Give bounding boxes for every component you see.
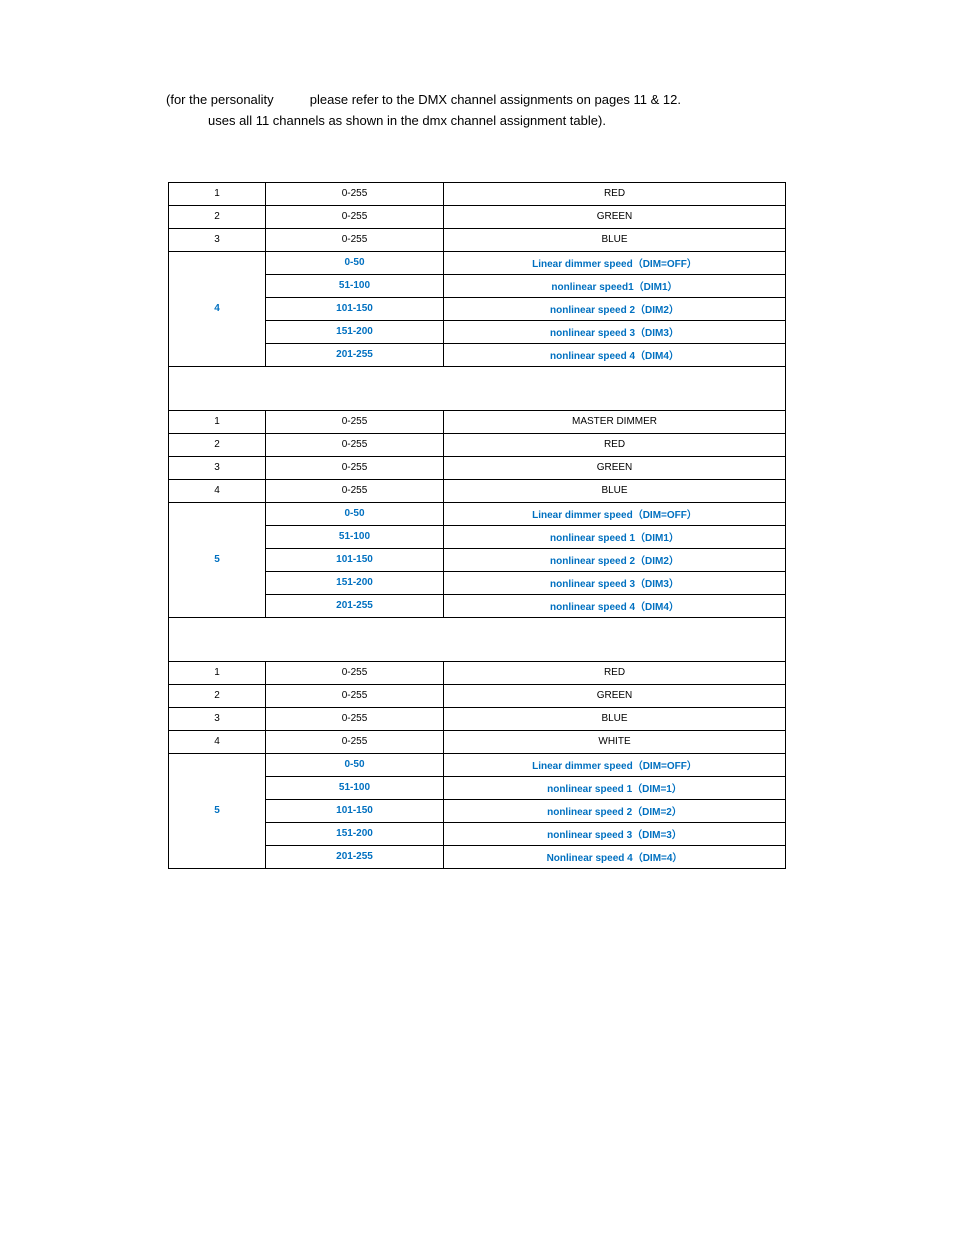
cell-channel: 3 — [169, 707, 266, 730]
cell-function: GREEN — [444, 205, 786, 228]
table-row: 20-255RED — [169, 433, 786, 456]
cell-channel: 4 — [169, 479, 266, 502]
cell-function: nonlinear speed 2（DIM=2） — [444, 799, 786, 822]
cell-value: 0-255 — [266, 730, 444, 753]
spacer-cell — [169, 366, 786, 410]
cell-function: nonlinear speed 3（DIM=3） — [444, 822, 786, 845]
cell-value: 51-100 — [266, 525, 444, 548]
table-row: 40-255BLUE — [169, 479, 786, 502]
cell-channel: 4 — [169, 730, 266, 753]
cell-value: 51-100 — [266, 274, 444, 297]
cell-function: nonlinear speed 1（DIM=1） — [444, 776, 786, 799]
table-row: 40-50Linear dimmer speed（DIM=OFF） — [169, 251, 786, 274]
spacer-cell — [169, 617, 786, 661]
cell-value: 0-50 — [266, 251, 444, 274]
cell-value: 151-200 — [266, 822, 444, 845]
cell-channel: 1 — [169, 410, 266, 433]
cell-function: MASTER DIMMER — [444, 410, 786, 433]
cell-function: RED — [444, 433, 786, 456]
table-row: 20-255GREEN — [169, 205, 786, 228]
cell-function: nonlinear speed 2（DIM2） — [444, 548, 786, 571]
cell-channel: 3 — [169, 456, 266, 479]
cell-channel: 4 — [169, 251, 266, 366]
cell-channel: 5 — [169, 502, 266, 617]
cell-channel: 1 — [169, 182, 266, 205]
cell-function: nonlinear speed 3（DIM3） — [444, 320, 786, 343]
cell-function: BLUE — [444, 479, 786, 502]
table-row: 10-255RED — [169, 182, 786, 205]
cell-function: Linear dimmer speed（DIM=OFF） — [444, 753, 786, 776]
cell-function: nonlinear speed 2（DIM2） — [444, 297, 786, 320]
cell-value: 201-255 — [266, 845, 444, 868]
cell-value: 0-255 — [266, 182, 444, 205]
table-row: 50-50Linear dimmer speed（DIM=OFF） — [169, 753, 786, 776]
cell-function: BLUE — [444, 707, 786, 730]
cell-value: 0-255 — [266, 479, 444, 502]
cell-value: 151-200 — [266, 320, 444, 343]
cell-channel: 2 — [169, 205, 266, 228]
table-row: 10-255RED — [169, 661, 786, 684]
cell-value: 151-200 — [266, 571, 444, 594]
cell-function: RED — [444, 182, 786, 205]
cell-function: BLUE — [444, 228, 786, 251]
cell-function: GREEN — [444, 684, 786, 707]
page-container: (for the personality please refer to the… — [0, 0, 954, 869]
cell-function: WHITE — [444, 730, 786, 753]
cell-function: Linear dimmer speed（DIM=OFF） — [444, 502, 786, 525]
table-row: 30-255BLUE — [169, 707, 786, 730]
cell-value: 201-255 — [266, 594, 444, 617]
table-row: 10-255MASTER DIMMER — [169, 410, 786, 433]
cell-value: 0-255 — [266, 456, 444, 479]
cell-function: GREEN — [444, 456, 786, 479]
cell-value: 0-255 — [266, 433, 444, 456]
cell-function: nonlinear speed 4（DIM4） — [444, 594, 786, 617]
cell-function: RED — [444, 661, 786, 684]
cell-value: 0-255 — [266, 707, 444, 730]
table-row: 50-50Linear dimmer speed（DIM=OFF） — [169, 502, 786, 525]
intro-line-1: (for the personality please refer to the… — [166, 90, 954, 111]
cell-value: 0-255 — [266, 205, 444, 228]
cell-function: nonlinear speed 3（DIM3） — [444, 571, 786, 594]
cell-function: nonlinear speed1（DIM1） — [444, 274, 786, 297]
cell-channel: 1 — [169, 661, 266, 684]
intro-line-1b: please refer to the DMX channel assignme… — [310, 92, 681, 107]
cell-channel: 3 — [169, 228, 266, 251]
cell-value: 201-255 — [266, 343, 444, 366]
intro-text: (for the personality please refer to the… — [0, 90, 954, 132]
spacer-row — [169, 617, 786, 661]
cell-value: 0-255 — [266, 410, 444, 433]
cell-value: 51-100 — [266, 776, 444, 799]
cell-value: 0-255 — [266, 684, 444, 707]
table-row: 30-255GREEN — [169, 456, 786, 479]
table-row: 20-255GREEN — [169, 684, 786, 707]
cell-channel: 2 — [169, 433, 266, 456]
cell-function: nonlinear speed 1（DIM1） — [444, 525, 786, 548]
cell-function: Nonlinear speed 4（DIM=4） — [444, 845, 786, 868]
cell-channel: 5 — [169, 753, 266, 868]
cell-function: Linear dimmer speed（DIM=OFF） — [444, 251, 786, 274]
cell-value: 101-150 — [266, 297, 444, 320]
cell-value: 0-255 — [266, 228, 444, 251]
cell-function: nonlinear speed 4（DIM4） — [444, 343, 786, 366]
cell-value: 0-255 — [266, 661, 444, 684]
table-row: 30-255BLUE — [169, 228, 786, 251]
dmx-table: 10-255RED20-255GREEN30-255BLUE40-50Linea… — [168, 182, 786, 869]
tables-wrap: 10-255RED20-255GREEN30-255BLUE40-50Linea… — [0, 132, 954, 869]
cell-channel: 2 — [169, 684, 266, 707]
cell-value: 101-150 — [266, 548, 444, 571]
spacer-row — [169, 366, 786, 410]
cell-value: 101-150 — [266, 799, 444, 822]
cell-value: 0-50 — [266, 502, 444, 525]
table-row: 40-255WHITE — [169, 730, 786, 753]
intro-line-1a: (for the personality — [166, 92, 274, 107]
cell-value: 0-50 — [266, 753, 444, 776]
intro-line-2: uses all 11 channels as shown in the dmx… — [166, 111, 954, 132]
